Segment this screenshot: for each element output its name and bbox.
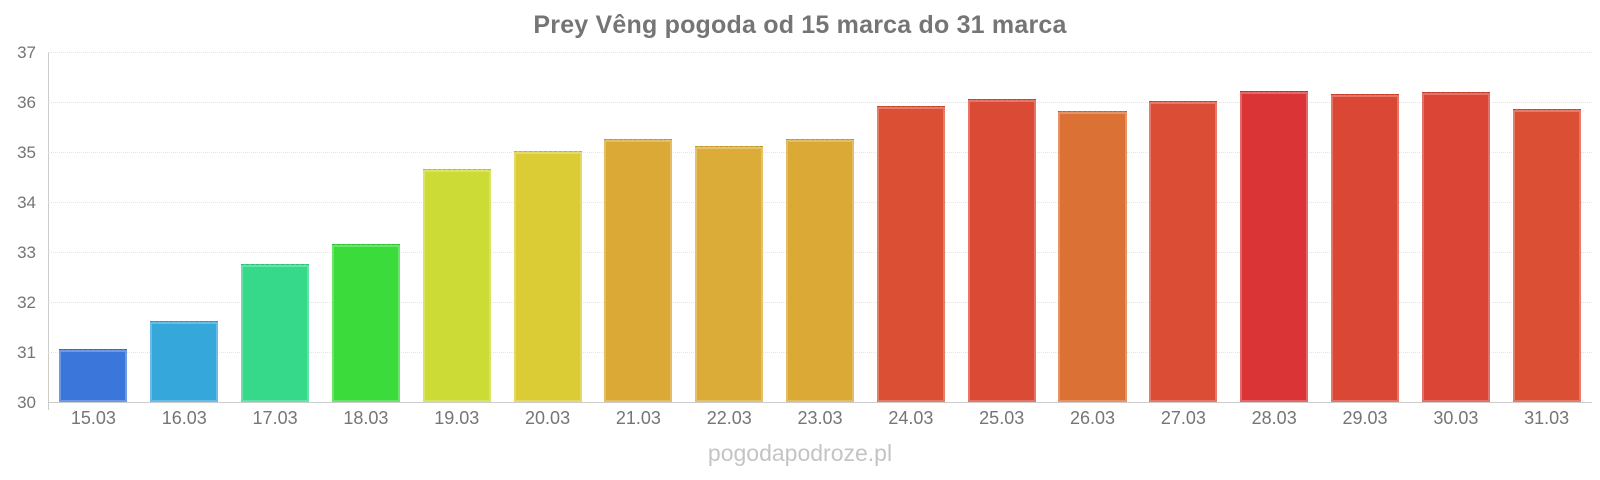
bar-20.03[interactable]	[513, 151, 582, 402]
bar-slot-26.03	[1047, 52, 1138, 402]
bar-27.03[interactable]	[1149, 101, 1218, 402]
x-axis-tick-label-28.03: 28.03	[1251, 408, 1297, 428]
bars-container	[48, 52, 1592, 402]
x-axis-tick-label-15.03: 15.03	[70, 408, 116, 428]
gridline-37	[48, 52, 1592, 53]
y-axis-tick-label-30: 30	[17, 393, 36, 412]
bar-16.03[interactable]	[150, 321, 219, 402]
bar-slot-18.03	[320, 52, 411, 402]
x-axis-tick-label-23.03: 23.03	[797, 408, 843, 428]
bar-22.03[interactable]	[695, 146, 764, 402]
bar-slot-22.03	[684, 52, 775, 402]
gridline-30	[48, 402, 1592, 403]
bar-28.03[interactable]	[1240, 91, 1309, 402]
bar-slot-20.03	[502, 52, 593, 402]
y-axis-tick-label-37: 37	[17, 43, 36, 62]
bar-slot-25.03	[956, 52, 1047, 402]
x-axis-tick-label-19.03: 19.03	[434, 408, 480, 428]
x-axis: 15.03 16.03 17.03 18.03 19.03 20.03 21.03 22.03…	[48, 408, 1592, 429]
bar-slot-30.03	[1410, 52, 1501, 402]
y-axis-tick-label-35: 35	[17, 143, 36, 162]
chart-title: Prey Vêng pogoda od 15 marca do 31 marca	[533, 11, 1067, 39]
bar-30.03[interactable]	[1421, 92, 1490, 402]
x-axis-tick-label-17.03: 17.03	[252, 408, 298, 428]
bar-21.03[interactable]	[604, 138, 673, 402]
bar-slot-23.03	[775, 52, 866, 402]
bar-slot-31.03	[1501, 52, 1592, 402]
x-axis-tick-label-31.03: 31.03	[1524, 408, 1570, 428]
x-axis-tick-label-16.03: 16.03	[161, 408, 207, 428]
y-axis-line	[48, 52, 49, 410]
x-axis-tick-label-29.03: 29.03	[1342, 408, 1388, 428]
bar-slot-27.03	[1138, 52, 1229, 402]
x-axis-tick-label-26.03: 26.03	[1070, 408, 1116, 428]
bar-slot-19.03	[411, 52, 502, 402]
y-axis-tick-label-32: 32	[17, 293, 36, 312]
x-axis-tick-label-30.03: 30.03	[1433, 408, 1479, 428]
bar-slot-24.03	[865, 52, 956, 402]
bar-17.03[interactable]	[241, 263, 310, 402]
bar-slot-21.03	[593, 52, 684, 402]
watermark: pogodapodroze.pl	[707, 440, 893, 466]
x-axis-tick-label-25.03: 25.03	[979, 408, 1025, 428]
bar-29.03[interactable]	[1330, 93, 1400, 402]
bar-23.03[interactable]	[785, 138, 855, 402]
x-axis-tick-label-24.03: 24.03	[888, 408, 934, 428]
bar-25.03[interactable]	[967, 98, 1036, 402]
bar-slot-17.03	[230, 52, 321, 402]
bar-24.03[interactable]	[876, 106, 945, 402]
x-axis-tick-label-27.03: 27.03	[1160, 408, 1206, 428]
bar-31.03[interactable]	[1512, 108, 1581, 402]
y-axis-tick-label-33: 33	[17, 243, 36, 262]
bar-15.03[interactable]	[59, 348, 128, 402]
bar-26.03[interactable]	[1058, 111, 1127, 402]
bar-slot-16.03	[139, 52, 230, 402]
gridline-36	[48, 102, 1592, 103]
bar-slot-29.03	[1320, 52, 1411, 402]
y-axis: 30 31 32 33 34 35 36 37	[0, 0, 40, 480]
x-axis-tick-label-18.03: 18.03	[343, 408, 389, 428]
y-axis-tick-label-31: 31	[17, 343, 36, 362]
x-axis-tick-label-22.03: 22.03	[706, 408, 752, 428]
y-axis-tick-label-34: 34	[17, 193, 36, 212]
y-axis-tick-label-36: 36	[17, 93, 36, 112]
bar-18.03[interactable]	[331, 243, 400, 402]
plot-area	[48, 52, 1592, 403]
bar-slot-28.03	[1229, 52, 1320, 402]
bar-19.03[interactable]	[422, 168, 491, 402]
x-axis-tick-label-20.03: 20.03	[525, 408, 571, 428]
x-axis-tick-label-21.03: 21.03	[615, 408, 661, 428]
bar-slot-15.03	[48, 52, 139, 402]
